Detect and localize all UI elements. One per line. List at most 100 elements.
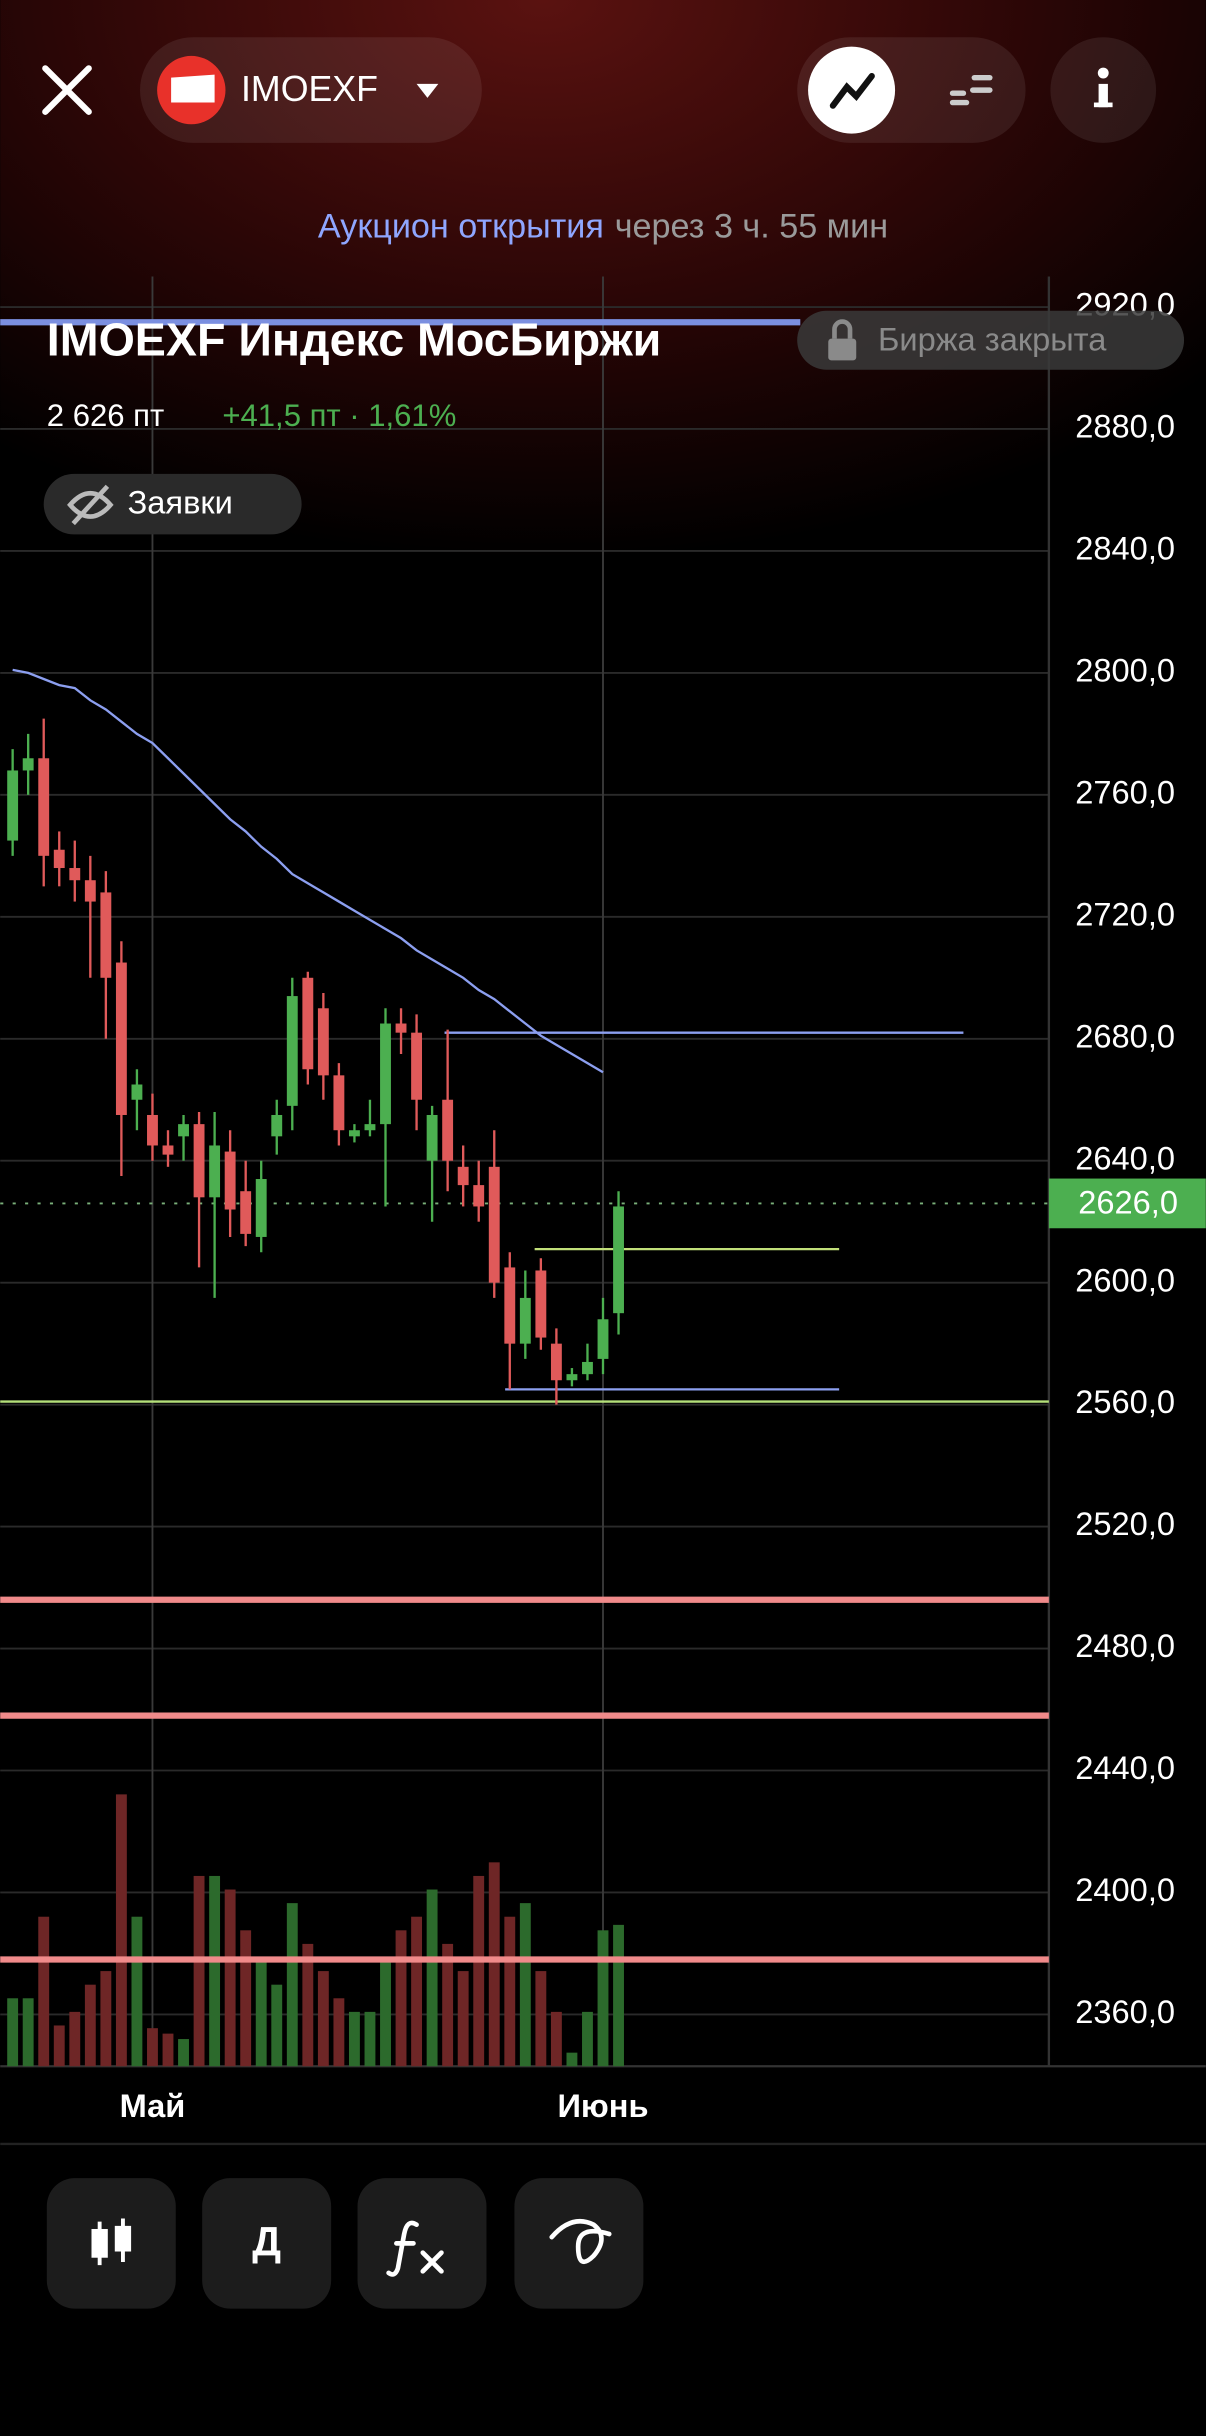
volume-bar bbox=[84, 1984, 96, 2067]
y-tick-label: 2560,0 bbox=[1075, 1383, 1175, 1420]
candle-body bbox=[550, 1343, 562, 1381]
volume-bar bbox=[69, 2011, 81, 2067]
candle-body bbox=[442, 1099, 454, 1161]
candle-body bbox=[115, 962, 127, 1115]
chart-type-button[interactable] bbox=[46, 2178, 176, 2309]
candle-body bbox=[426, 1114, 438, 1161]
y-tick-label: 2520,0 bbox=[1075, 1505, 1175, 1542]
candle-body bbox=[380, 1023, 391, 1125]
candle-body bbox=[364, 1124, 376, 1131]
candle-body bbox=[271, 1114, 283, 1137]
orders-label: Заявки bbox=[128, 484, 233, 521]
volume-bar bbox=[504, 1916, 516, 2067]
candle-body bbox=[333, 1075, 345, 1131]
candle-body bbox=[411, 1032, 423, 1100]
y-tick-label: 2400,0 bbox=[1075, 1871, 1175, 1908]
candle-body bbox=[457, 1166, 469, 1186]
volume-bar bbox=[380, 1957, 391, 2067]
auction-time: через 3 ч. 55 мин bbox=[615, 207, 888, 245]
y-tick-label: 2800,0 bbox=[1075, 652, 1175, 689]
volume-bar bbox=[147, 2028, 158, 2067]
status-pill bbox=[797, 310, 1185, 370]
candle-body bbox=[519, 1297, 531, 1344]
candle-body bbox=[131, 1084, 143, 1100]
volume-bar bbox=[364, 2011, 376, 2067]
ticker-selector[interactable] bbox=[140, 37, 482, 143]
volume-bar bbox=[302, 1943, 314, 2067]
eye-off-icon bbox=[67, 484, 114, 526]
fx-icon bbox=[386, 2220, 444, 2277]
y-tick-label: 2640,0 bbox=[1075, 1139, 1175, 1176]
y-tick-label: 2600,0 bbox=[1075, 1261, 1175, 1298]
y-tick-label: 2840,0 bbox=[1075, 530, 1175, 567]
candle-mode-button[interactable] bbox=[949, 74, 993, 106]
orders-toggle[interactable] bbox=[43, 473, 302, 535]
volume-bar bbox=[333, 1998, 345, 2067]
candle-body bbox=[147, 1114, 158, 1146]
candle-body bbox=[84, 880, 96, 902]
volume-bar bbox=[100, 1971, 112, 2067]
last-price-label: 2626,0 bbox=[1078, 1184, 1178, 1221]
lock-icon bbox=[828, 319, 857, 361]
info-icon bbox=[1093, 67, 1113, 108]
y-tick-label: 2880,0 bbox=[1075, 408, 1175, 445]
candle-body bbox=[100, 892, 112, 978]
price-change: +41,5 пт · 1,61% bbox=[222, 398, 456, 433]
volume-bar bbox=[442, 1943, 454, 2067]
volume-bar bbox=[286, 1903, 298, 2067]
candle-body bbox=[69, 868, 81, 881]
ticker: IMOEXF bbox=[241, 69, 378, 109]
line-mode-icon bbox=[829, 73, 875, 109]
candle-body bbox=[224, 1151, 236, 1210]
volume-bar bbox=[488, 1862, 500, 2067]
last-price-tag bbox=[1048, 1178, 1206, 1229]
y-tick-label: 2680,0 bbox=[1075, 1017, 1175, 1054]
candle-body bbox=[597, 1319, 609, 1359]
indicators-button[interactable] bbox=[357, 2178, 487, 2309]
candle-body bbox=[582, 1361, 593, 1375]
candle-body bbox=[209, 1145, 221, 1198]
volume-bar bbox=[115, 1794, 127, 2067]
market-status: Биржа закрыта bbox=[878, 320, 1107, 357]
candle-body bbox=[488, 1166, 500, 1283]
y-tick-label: 2360,0 bbox=[1075, 1993, 1175, 2030]
moving-average bbox=[12, 668, 604, 1074]
volume-bar bbox=[348, 2011, 360, 2067]
candle-body bbox=[255, 1179, 267, 1237]
y-tick-label: 2760,0 bbox=[1075, 773, 1175, 810]
volume-bar bbox=[224, 1889, 236, 2067]
y-tick-label: 2440,0 bbox=[1075, 1749, 1175, 1786]
volume-bar bbox=[395, 1930, 407, 2067]
y-tick-label: 2720,0 bbox=[1075, 895, 1175, 932]
volume-bar bbox=[162, 2033, 174, 2067]
candle-body bbox=[38, 758, 50, 856]
volume-bar bbox=[178, 2039, 189, 2067]
candle-body bbox=[193, 1124, 205, 1198]
candle-body bbox=[395, 1023, 407, 1033]
candle-body bbox=[302, 977, 314, 1070]
volume-bar bbox=[426, 1889, 438, 2067]
volume-bar bbox=[193, 1875, 205, 2067]
volume-bar bbox=[473, 1875, 485, 2067]
candle-body bbox=[473, 1185, 485, 1207]
candle-body bbox=[348, 1130, 360, 1137]
chart: 2920,02880,02840,02800,02760,02720,02680… bbox=[0, 276, 1206, 2124]
y-tick-label: 2480,0 bbox=[1075, 1627, 1175, 1664]
volume-bar bbox=[582, 2011, 593, 2067]
candle-body bbox=[22, 758, 34, 771]
close-button[interactable] bbox=[42, 65, 92, 115]
instrument-title: IMOEXF Индекс МосБиржи bbox=[47, 314, 661, 366]
candle-body bbox=[162, 1145, 174, 1155]
candle-body bbox=[240, 1191, 252, 1234]
period-label: Д bbox=[252, 2219, 281, 2265]
price: 2 626 пт bbox=[47, 398, 164, 433]
volume-bar bbox=[22, 1998, 34, 2067]
dropdown-arrow bbox=[416, 83, 439, 98]
volume-bar bbox=[535, 1971, 547, 2067]
volume-bar bbox=[566, 2052, 578, 2067]
candle-body bbox=[535, 1270, 547, 1338]
auction-notice: Аукцион открытия через 3 ч. 55 мин bbox=[318, 207, 888, 245]
period-button[interactable] bbox=[202, 2178, 332, 2309]
